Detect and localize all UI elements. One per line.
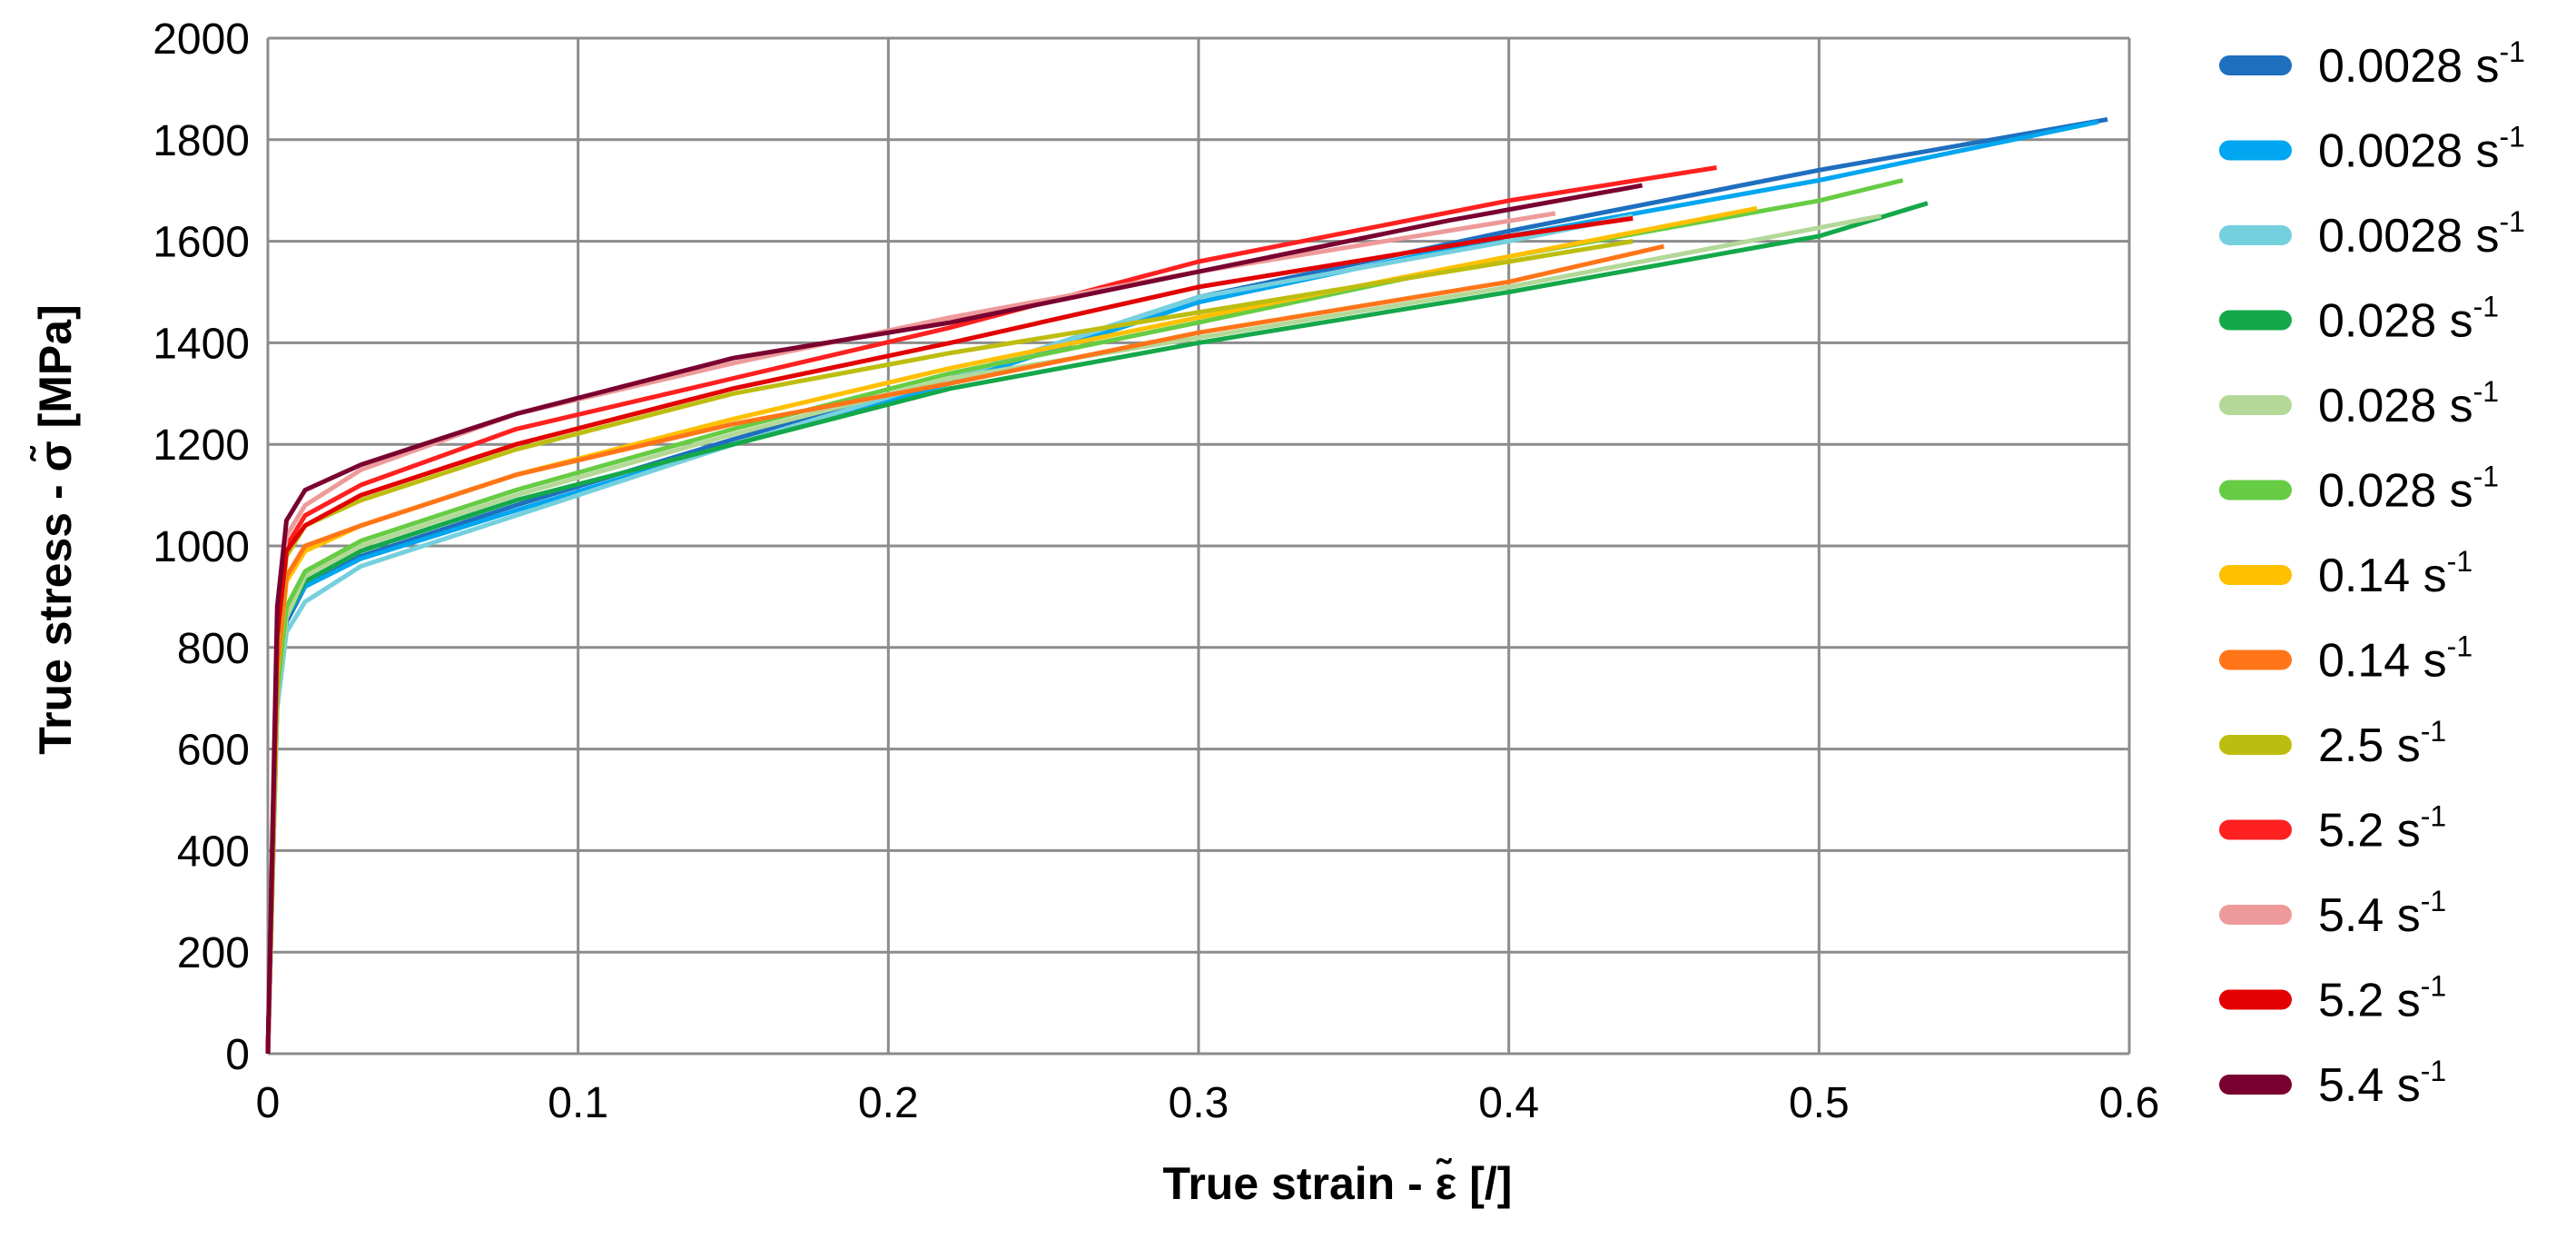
legend-rate: 2.5 s xyxy=(2318,719,2421,772)
series-line xyxy=(265,205,1758,1055)
x-tick-label: 0.1 xyxy=(548,1079,608,1127)
legend-entry: 5.4 s-1 xyxy=(2318,1055,2446,1112)
series-line xyxy=(265,116,2108,1055)
y-tick-label: 400 xyxy=(177,828,250,876)
y-axis-title: True stress - σ̃ [MPa] xyxy=(30,304,81,754)
x-tick-label: 0.2 xyxy=(858,1079,919,1127)
series-line xyxy=(265,211,1556,1055)
legend-exponent: -1 xyxy=(2447,545,2472,578)
series-line xyxy=(265,243,1665,1055)
legend-rate: 0.028 s xyxy=(2318,295,2473,348)
legend-entry: 0.0028 s-1 xyxy=(2318,35,2525,93)
y-tick-label: 800 xyxy=(177,625,250,673)
legend-exponent: -1 xyxy=(2421,715,2446,748)
x-tick-label: 0.4 xyxy=(1478,1079,1539,1127)
series-line xyxy=(265,215,1633,1055)
grid-lines xyxy=(266,36,2131,1056)
legend-exponent: -1 xyxy=(2447,630,2472,663)
legend-entry: 5.4 s-1 xyxy=(2318,885,2446,942)
legend-rate: 0.0028 s xyxy=(2318,125,2500,178)
y-tick-labels: 0 200 400 600 800 1000 1200 1400 1600 1800 2000 xyxy=(153,15,250,1079)
legend-entry: 0.028 s-1 xyxy=(2318,291,2499,348)
legend-entry: 0.028 s-1 xyxy=(2318,461,2499,518)
y-tick-label: 1600 xyxy=(153,219,250,267)
legend-rate: 0.14 s xyxy=(2318,550,2447,602)
legend-exponent: -1 xyxy=(2421,885,2446,917)
legend-rate: 5.2 s xyxy=(2318,805,2421,857)
y-tick-label: 2000 xyxy=(153,15,250,64)
legend-rate: 0.0028 s xyxy=(2318,40,2500,93)
legend-entry: 0.0028 s-1 xyxy=(2318,205,2525,263)
legend-rate: 5.2 s xyxy=(2318,975,2421,1027)
legend-rate: 5.4 s xyxy=(2318,1059,2421,1112)
y-tick-label: 1000 xyxy=(153,523,250,571)
x-axis-title: True strain - ε̃ [/] xyxy=(1163,1158,1513,1209)
legend: 0.0028 s-10.0028 s-10.0028 s-10.028 s-10… xyxy=(2219,35,2525,1112)
legend-rate: 0.028 s xyxy=(2318,465,2473,518)
legend-rate: 0.14 s xyxy=(2318,635,2447,688)
series-line xyxy=(265,165,1717,1055)
legend-rate: 5.4 s xyxy=(2318,889,2421,942)
x-tick-labels: 0 0.1 0.2 0.3 0.4 0.5 0.6 xyxy=(256,1079,2160,1127)
legend-entry: 0.028 s-1 xyxy=(2318,375,2499,432)
legend-exponent: -1 xyxy=(2500,121,2525,154)
legend-entry: 5.2 s-1 xyxy=(2318,970,2446,1027)
legend-exponent: -1 xyxy=(2473,291,2499,323)
y-tick-label: 600 xyxy=(177,727,250,775)
legend-entry: 0.0028 s-1 xyxy=(2318,121,2525,178)
legend-exponent: -1 xyxy=(2421,800,2446,833)
legend-entry: 0.14 s-1 xyxy=(2318,630,2472,688)
legend-exponent: -1 xyxy=(2473,375,2499,408)
y-tick-label: 1400 xyxy=(153,320,250,368)
x-tick-label: 0.3 xyxy=(1169,1079,1229,1127)
series-line xyxy=(265,119,2099,1055)
legend-entry: 0.14 s-1 xyxy=(2318,545,2472,602)
y-tick-label: 0 xyxy=(225,1031,250,1079)
series-lines xyxy=(265,116,2108,1055)
y-tick-label: 200 xyxy=(177,929,250,977)
legend-exponent: -1 xyxy=(2500,205,2525,238)
legend-exponent: -1 xyxy=(2500,35,2525,68)
legend-rate: 0.028 s xyxy=(2318,380,2473,432)
y-tick-label: 1800 xyxy=(153,117,250,165)
x-tick-label: 0 xyxy=(256,1079,281,1127)
legend-entry: 2.5 s-1 xyxy=(2318,715,2446,772)
x-tick-label: 0.5 xyxy=(1789,1079,1850,1127)
series-line xyxy=(265,183,1643,1055)
legend-exponent: -1 xyxy=(2473,461,2499,493)
legend-exponent: -1 xyxy=(2421,970,2446,1003)
legend-entry: 5.2 s-1 xyxy=(2318,800,2446,857)
x-tick-label: 0.6 xyxy=(2099,1079,2160,1127)
legend-exponent: -1 xyxy=(2421,1055,2446,1087)
y-tick-label: 1200 xyxy=(153,421,250,470)
legend-rate: 0.0028 s xyxy=(2318,210,2500,263)
